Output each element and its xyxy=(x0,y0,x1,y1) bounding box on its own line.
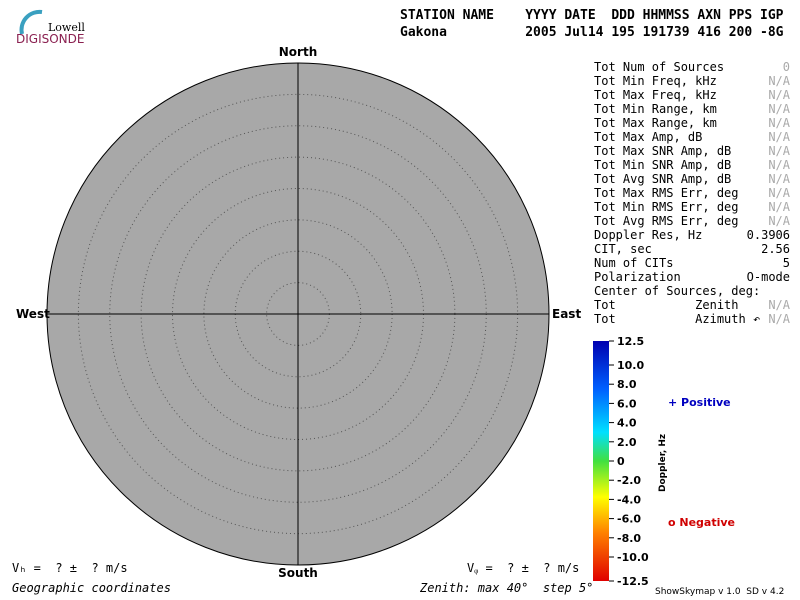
colorbar xyxy=(593,341,609,581)
stat-value: N/A xyxy=(768,312,790,326)
compass-label: North xyxy=(279,45,317,59)
stat-value: N/A xyxy=(768,88,790,102)
colorbar-tick-label: 2.0 xyxy=(617,436,637,449)
colorbar-tick-label: 0 xyxy=(617,455,625,468)
stat-label: Tot Max RMS Err, deg xyxy=(594,186,739,200)
stat-value: 2.56 xyxy=(761,242,790,256)
stat-label: Center of Sources, deg: xyxy=(594,284,760,298)
stat-label: Doppler Res, Hz xyxy=(594,228,702,242)
stat-value: N/A xyxy=(768,74,790,88)
stat-label: Tot Max Range, km xyxy=(594,116,717,130)
colorbar-tick-label: 8.0 xyxy=(617,378,637,391)
stat-value: N/A xyxy=(768,200,790,214)
colorbar-ticks: 12.5 10.0 8.0 6.0 4.0 2.0 0 -2.0 -4.0 -6.0 -8.0 -10… xyxy=(609,335,649,588)
stat-value: N/A xyxy=(768,186,790,200)
stat-label: Tot Max SNR Amp, dB xyxy=(594,144,731,158)
header-line: STATION NAME YYYY DATE DDD HHMMSS AXN PP… xyxy=(400,8,784,23)
colorbar-tick-label: -4.0 xyxy=(617,493,641,506)
stat-value: 0 xyxy=(783,60,790,74)
colorbar-tick-label: -6.0 xyxy=(617,513,641,526)
colorbar-tick-label: -10.0 xyxy=(617,551,649,564)
stat-label: Tot Max Freq, kHz xyxy=(594,88,717,102)
polar-plot xyxy=(46,62,550,566)
logo-top: Lowell xyxy=(48,21,85,34)
vh-label: Vₕ = ? ± ? m/s xyxy=(12,561,128,575)
stat-label: Tot Avg SNR Amp, dB xyxy=(594,172,731,186)
colorbar-tick-label: 4.0 xyxy=(617,417,637,430)
compass-label: South xyxy=(278,566,318,580)
stat-label: Tot Max Amp, dB xyxy=(594,130,702,144)
stat-value: N/A xyxy=(768,130,790,144)
coords-label: Geographic coordinates xyxy=(12,581,171,595)
stat-label: Tot Zenith xyxy=(594,298,739,312)
legend-positive: + Positive xyxy=(668,396,731,409)
stat-label: Tot Min SNR Amp, dB xyxy=(594,158,731,172)
compass-label: West xyxy=(16,307,50,321)
legend-negative: o Negative xyxy=(668,516,735,529)
stat-label: Tot Azimuth ↶ xyxy=(594,312,760,326)
stat-label: Num of CITs xyxy=(594,256,673,270)
stat-label: Tot Num of Sources xyxy=(594,60,724,74)
stat-value: N/A xyxy=(768,102,790,116)
stat-label: Tot Min Freq, kHz xyxy=(594,74,717,88)
colorbar-tick-label: -8.0 xyxy=(617,532,641,545)
stat-label: Tot Avg RMS Err, deg xyxy=(594,214,739,228)
zenith-label: Zenith: max 40° step 5° xyxy=(419,581,593,595)
compass-label: East xyxy=(552,307,581,321)
colorbar-tick-label: -2.0 xyxy=(617,474,641,487)
stat-label: Polarization xyxy=(594,270,681,284)
stat-value: N/A xyxy=(768,298,790,312)
stat-label: Tot Min RMS Err, deg xyxy=(594,200,739,214)
stat-value: N/A xyxy=(768,172,790,186)
stat-label: CIT, sec xyxy=(594,242,652,256)
colorbar-title: Doppler, Hz xyxy=(658,434,668,492)
colorbar-tick-label: 12.5 xyxy=(617,335,644,348)
stat-value: 5 xyxy=(783,256,790,270)
stat-value: N/A xyxy=(768,116,790,130)
logo-bottom: DIGISONDE xyxy=(16,32,84,46)
header-line: Gakona 2005 Jul14 195 191739 416 200 -8G xyxy=(400,25,784,40)
stat-value: 0.3906 xyxy=(747,228,790,242)
vz-label: Vᵩ = ? ± ? m/s xyxy=(467,561,579,575)
colorbar-tick-label: 6.0 xyxy=(617,397,637,410)
stat-value: N/A xyxy=(768,158,790,172)
stat-value: N/A xyxy=(768,214,790,228)
stat-value: N/A xyxy=(768,144,790,158)
stat-label: Tot Min Range, km xyxy=(594,102,717,116)
stat-value: O-mode xyxy=(747,270,790,284)
version-label: ShowSkymap v 1.0 SD v 4.2 xyxy=(655,587,784,597)
stats-table: Tot Num of Sources 0 Tot Min Freq, kHz N/A T… xyxy=(594,60,791,326)
colorbar-tick-label: -12.5 xyxy=(617,575,649,588)
logo-arc xyxy=(19,9,43,35)
colorbar-tick-label: 10.0 xyxy=(617,359,644,372)
